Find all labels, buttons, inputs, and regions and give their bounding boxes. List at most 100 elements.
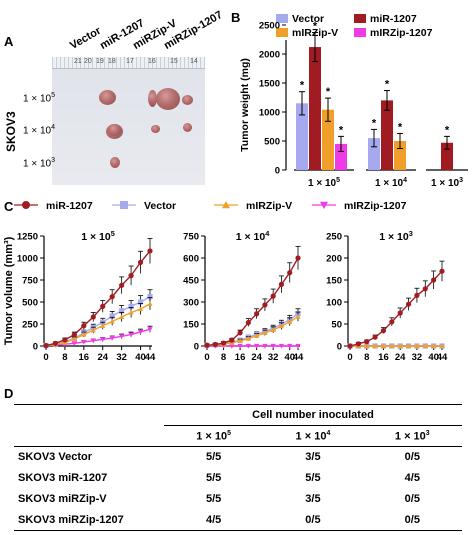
table-row: SKOV3 miRZip-1207 4/5 0/5 0/5 (14, 510, 462, 531)
legend-label: miR-1207 (46, 200, 93, 212)
series-line (45, 296, 151, 347)
data-point (347, 343, 353, 349)
significance-star: * (445, 124, 450, 136)
x-tick-label: 24 (395, 352, 406, 363)
data-point (270, 343, 276, 349)
x-tick-label: 24 (251, 352, 262, 363)
data-point (229, 337, 235, 343)
data-point (237, 343, 243, 349)
y-axis-label: Tumor volume (mm³) (3, 236, 15, 345)
data-point (278, 281, 285, 287)
data-point (147, 248, 153, 254)
series-line (206, 316, 299, 346)
data-point (71, 336, 77, 342)
legend-swatch (354, 28, 366, 37)
significance-star: * (326, 86, 331, 98)
y-tick-label: 600 (183, 254, 199, 265)
y-tick-label: 0 (33, 342, 38, 353)
y-tick-label: 0 (194, 342, 199, 353)
y-tick-label: 2000 (259, 50, 280, 61)
x-tick-label: 32 (268, 352, 279, 363)
bar (381, 100, 393, 170)
y-tick-label: 750 (183, 232, 199, 243)
legend-label: mIRZip-1207 (370, 27, 433, 39)
data-point (128, 273, 134, 279)
table-row: SKOV3 Vector 5/5 3/5 0/5 (18, 451, 420, 464)
data-point (254, 333, 260, 338)
significance-star: * (372, 117, 377, 129)
x-tick-label: 16 (235, 352, 246, 363)
data-point (119, 308, 125, 314)
data-point (380, 328, 387, 334)
data-point (245, 319, 251, 326)
series-line (45, 250, 151, 347)
data-point (439, 268, 445, 274)
table-row: SKOV3 miRZip-V 5/5 3/5 0/5 (18, 493, 420, 505)
y-tick-label: 1250 (17, 232, 38, 243)
data-point (414, 343, 420, 349)
x-tick-label: 0 (204, 352, 209, 363)
tumor-mir1207-1e5 (156, 88, 180, 110)
table-group-header: Cell number inoculated (164, 404, 462, 426)
legend-label: Vector (292, 13, 324, 25)
y-tick-label: 1000 (17, 254, 38, 265)
data-point (372, 334, 378, 340)
y-tick-label: 50 (331, 320, 342, 331)
data-point (364, 339, 370, 345)
tumor-extra-1e4 (183, 123, 192, 132)
data-point (137, 259, 144, 265)
data-point (90, 314, 96, 320)
x-tick-label: 44 (293, 352, 304, 363)
data-point (237, 330, 243, 336)
x-tick-label: 1 × 103 (431, 177, 463, 189)
x-tick-label: 1 × 105 (308, 177, 340, 189)
data-point (389, 343, 395, 349)
col-label-vector: Vector (68, 24, 104, 52)
data-point (109, 294, 115, 300)
subplot-title: 1 × 104 (236, 229, 271, 243)
significance-star: * (398, 121, 403, 133)
tumor-photo: 21 20 19 18 17 16 15 14 (52, 57, 205, 185)
legend-label: mIRZip-V (246, 200, 292, 212)
tumor-volume-line-charts: miR-1207 Vector mIRZip-V mIRZip-1207 Tumor v… (3, 200, 448, 363)
data-point (81, 331, 87, 337)
legend-swatch (276, 28, 288, 37)
tumor-mirzip1207-1e5 (182, 95, 193, 105)
y-tick-label: 100 (326, 298, 342, 309)
data-point (405, 301, 412, 307)
data-point (119, 314, 125, 320)
data-point (439, 343, 445, 349)
data-point (71, 341, 77, 346)
y-tick-label: 200 (326, 254, 342, 265)
table-col-1e4: 1 × 104 (295, 429, 331, 443)
table-col-1e5: 1 × 105 (196, 429, 232, 443)
data-point (52, 340, 59, 346)
x-tick-label: 1 × 104 (375, 177, 407, 189)
ruler: 21 20 19 18 17 16 15 14 (52, 57, 205, 69)
y-tick-label: 150 (183, 320, 199, 331)
data-point (295, 314, 301, 319)
data-point (128, 309, 134, 315)
data-point (355, 341, 361, 347)
table-row: SKOV3 miR-1207 5/5 5/5 4/5 (18, 472, 420, 484)
significance-star: * (313, 21, 318, 33)
row-label-1e5: 1 × 105 (23, 92, 55, 105)
x-tick-label: 8 (364, 352, 369, 363)
bar (368, 138, 380, 170)
data-point (43, 342, 49, 349)
panel-d-label: D (4, 386, 14, 401)
subplot-title: 1 × 103 (379, 229, 413, 243)
data-point (137, 306, 144, 312)
data-point (90, 338, 96, 344)
y-tick-label: 1000 (259, 108, 280, 119)
data-point (62, 337, 68, 343)
tumor-mirzipv-1e5 (148, 90, 157, 107)
panel-b-label: B (231, 10, 241, 25)
data-point (287, 343, 293, 349)
data-point (287, 319, 293, 324)
bar (335, 143, 347, 170)
data-point (422, 286, 428, 292)
data-point (422, 343, 428, 349)
table-col-1e3: 1 × 103 (394, 429, 430, 443)
